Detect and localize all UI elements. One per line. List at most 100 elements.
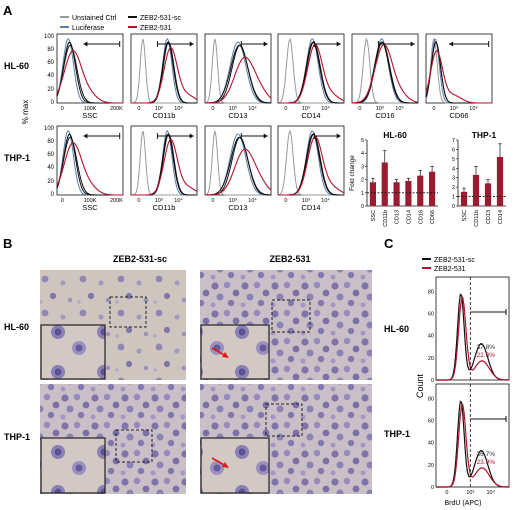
hist-zeb2-531 [436,403,509,488]
legend-unstained: Unstained Ctrl [72,15,117,22]
c-y-label: Count [415,374,425,399]
y-tick-label: 5 [452,157,455,163]
bar-chart-title: HL-60 [383,130,407,140]
pct-zeb2-531-sc: 37.8% [477,344,496,351]
y-tick: 0 [51,192,55,198]
marker-label: CD14 [301,203,320,212]
hist-zeb2-531 [131,46,198,104]
gate-arrowhead-icon [449,41,454,47]
y-tick-label: 6 [452,147,455,153]
legend-c-531: ZEB2-531 [434,266,466,273]
bar-chart-title: THP-1 [472,130,497,140]
x-tick: 10³ [155,106,163,112]
x-tick: 10⁴ [248,197,257,204]
micrograph-thp1-sc [40,384,186,494]
gate-arrowhead-icon [336,41,341,47]
x-tick: 100K [84,106,97,112]
x-tick: 0 [137,106,140,112]
x-tick: 10⁴ [469,105,478,112]
panel-a-legend: Unstained Ctrl Luciferase ZEB2-531-sc ZE… [60,15,181,32]
zoom-inset [40,324,106,380]
hist-zeb2-531 [205,148,272,196]
gate-arrowhead-icon [83,41,88,47]
x-tick: 0 [211,106,214,112]
brdu-histograms: 37.8%22.3% 0 20 40 60 80 36.7%23.9% 0 20 40 60 80 0 1… [428,276,510,496]
x-tick: 10⁴ [174,197,183,204]
hist-zeb2-531-sc [205,44,271,104]
y-tick-label: 5 [361,138,364,144]
category-label: SSC [371,210,377,221]
x-tick: 0 [284,106,287,112]
gate-arrowhead-icon [410,41,415,47]
hist-zeb2-531 [205,56,272,104]
zoom-region-box [109,296,147,328]
gate-arrowhead-icon [189,41,194,47]
category-label: CD14 [498,210,504,224]
y-ticks-row1: 0 20 40 60 80 100 [44,34,55,106]
arrowhead-icon [222,352,229,358]
hist-zeb2-531 [56,50,123,104]
bar [460,191,468,206]
zoom-inset [200,437,270,494]
y-tick: 20 [47,87,54,93]
y-tick-label: 4 [361,151,364,157]
y-tick: 40 [47,165,54,171]
micrograph-hl60-sc [40,270,186,380]
marker-label: CD66 [449,111,468,120]
zoom-inset [40,437,106,494]
y-tick-label: 1 [361,191,364,197]
bar [405,180,412,206]
marker-label: CD13 [228,111,247,120]
marker-label: SSC [82,203,98,212]
x-tick: 0 [61,106,64,112]
marker-label: CD11b [153,203,176,212]
hist-zeb2-531 [425,50,492,104]
marker-label: CD13 [228,203,247,212]
y-tick-label: 20 [428,356,434,362]
x-tick: 10⁴ [174,105,183,112]
x-tick: 100K [84,198,97,204]
y-tick: 0 [51,100,55,106]
brdu-panel-hl60: 37.8%22.3% 0 20 40 60 80 [428,276,510,384]
fold-change-bar-charts: HL-60 0 1 2 3 4 5 Fold change SSC CD11b CD13 CD14 CD… [349,130,506,227]
micrograph-hl60-531 [200,270,372,380]
x-tick-label: 10⁴ [487,489,496,496]
y-tick: 100 [44,34,55,40]
y-tick-label: 2 [361,178,364,184]
marker-label: CD16 [375,111,394,120]
micro-row-label-thp1: THP-1 [4,432,30,442]
bar [429,171,436,206]
panel-a-label: A [3,3,13,18]
x-tick: 10⁴ [321,197,330,204]
y-tick: 80 [47,47,54,53]
bar [496,156,504,206]
y-tick-label: 80 [428,396,434,402]
x-tick: 200K [110,198,123,204]
y-tick: 60 [47,152,54,158]
bar-chart-1: THP-1 0 1 2 3 4 5 6 7 SSC CD11b CD13 CD14 [452,130,506,227]
y-tick-label: 60 [428,312,434,318]
category-label: SSC [462,210,468,221]
marker-label: CD14 [301,111,320,120]
bar [417,175,424,206]
category-label: CD66 [430,210,436,224]
x-tick-label: 10³ [466,490,474,496]
zoom-region-box [265,403,303,437]
y-tick-label: 1 [452,195,455,201]
c-row-label-hl60: HL-60 [384,324,409,334]
x-tick: 200K [110,106,123,112]
x-tick: 0 [432,106,435,112]
y-tick-label: 40 [428,334,434,340]
y-tick: 80 [47,139,54,145]
legend-c-sc: ZEB2-531-sc [434,257,475,264]
y-tick-label: 80 [428,289,434,295]
y-axis-label-max: % max [21,100,30,124]
y-axis-title: Fold change [349,155,356,191]
bar [369,182,376,206]
marker-label: CD11b [153,111,176,120]
